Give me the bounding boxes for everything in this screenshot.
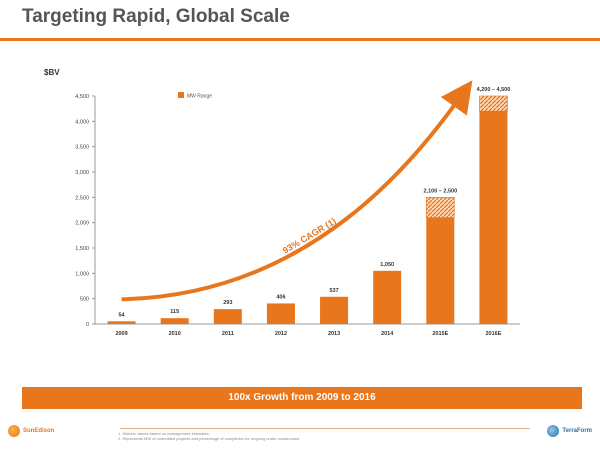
footnotes: 1. Historic values based on management e…: [118, 431, 518, 441]
y-tick-label: 1,500: [75, 246, 89, 252]
data-label-2009: 54: [119, 312, 126, 318]
x-tick-label-2011: 2011: [222, 331, 234, 337]
y-tick-label: 2,500: [75, 195, 89, 201]
bar-2015E: [426, 217, 455, 324]
cagr-arrow: [121, 80, 473, 302]
data-label-2014: 1,050: [380, 262, 394, 268]
cagr-annotation: 93% CAGR (1): [281, 216, 338, 256]
x-tick-label-2015E: 2015E: [432, 331, 448, 337]
data-label-2012: 406: [276, 294, 285, 300]
y-tick-label: 3,500: [75, 145, 89, 151]
bar-2012: [266, 303, 295, 324]
data-label-2016E: 4,200 – 4,500: [477, 87, 511, 93]
bar-2011: [213, 309, 242, 324]
bar-2013: [320, 296, 349, 324]
x-tick-label-2012: 2012: [275, 331, 287, 337]
data-label-2010: 115: [170, 309, 179, 315]
sunedison-logo-text: SunEdison: [23, 428, 55, 434]
growth-banner: 100x Growth from 2009 to 2016: [22, 387, 582, 409]
globe-icon: [547, 425, 560, 437]
legend-label: MW Range: [187, 94, 212, 100]
bar-2014: [373, 270, 402, 324]
x-tick-label-2016E: 2016E: [485, 331, 501, 337]
footnote-1: 1. Historic values based on management e…: [118, 431, 210, 436]
bar-chart: 0 500 1,000 1,500 2,000 2,500 3,000 3,500 4,000 4…: [44, 68, 520, 337]
sunedison-logo: SunEdison: [8, 424, 54, 438]
y-axis-label: $BV: [44, 68, 60, 77]
terraform-logo: TerraForm: [547, 424, 592, 438]
bar-2009: [107, 321, 136, 324]
bar-2016E: [479, 111, 508, 324]
data-label-2015E: 2,100 – 2,500: [423, 188, 457, 194]
terraform-logo-text: TerraForm: [562, 428, 592, 434]
footnote-2: 2. Represents MW of committed projects a…: [118, 436, 301, 441]
slide-title: Targeting Rapid, Global Scale: [22, 6, 290, 27]
legend: MW Range: [178, 92, 212, 100]
sun-icon: [8, 425, 20, 437]
y-tick-label: 0: [86, 322, 89, 328]
x-tick-label-2010: 2010: [169, 331, 181, 337]
y-tick-label: 4,500: [75, 94, 89, 100]
range-band-2016E: [479, 95, 508, 112]
x-tick-label-2014: 2014: [381, 331, 394, 337]
y-tick-label: 1,000: [75, 271, 89, 277]
x-tick-label-2013: 2013: [328, 331, 340, 337]
bar-2010: [160, 318, 189, 324]
y-tick-label: 500: [80, 297, 89, 303]
title-divider: [0, 38, 600, 41]
legend-swatch: [178, 92, 184, 98]
range-band-2015E: [426, 197, 455, 218]
y-tick-label: 4,000: [75, 119, 89, 125]
data-label-2013: 537: [329, 288, 338, 294]
y-tick-label: 3,000: [75, 170, 89, 176]
x-tick-label-2009: 2009: [115, 331, 127, 337]
footer-divider: [120, 428, 530, 429]
y-tick-label: 2,000: [75, 221, 89, 227]
data-label-2011: 293: [223, 300, 232, 306]
